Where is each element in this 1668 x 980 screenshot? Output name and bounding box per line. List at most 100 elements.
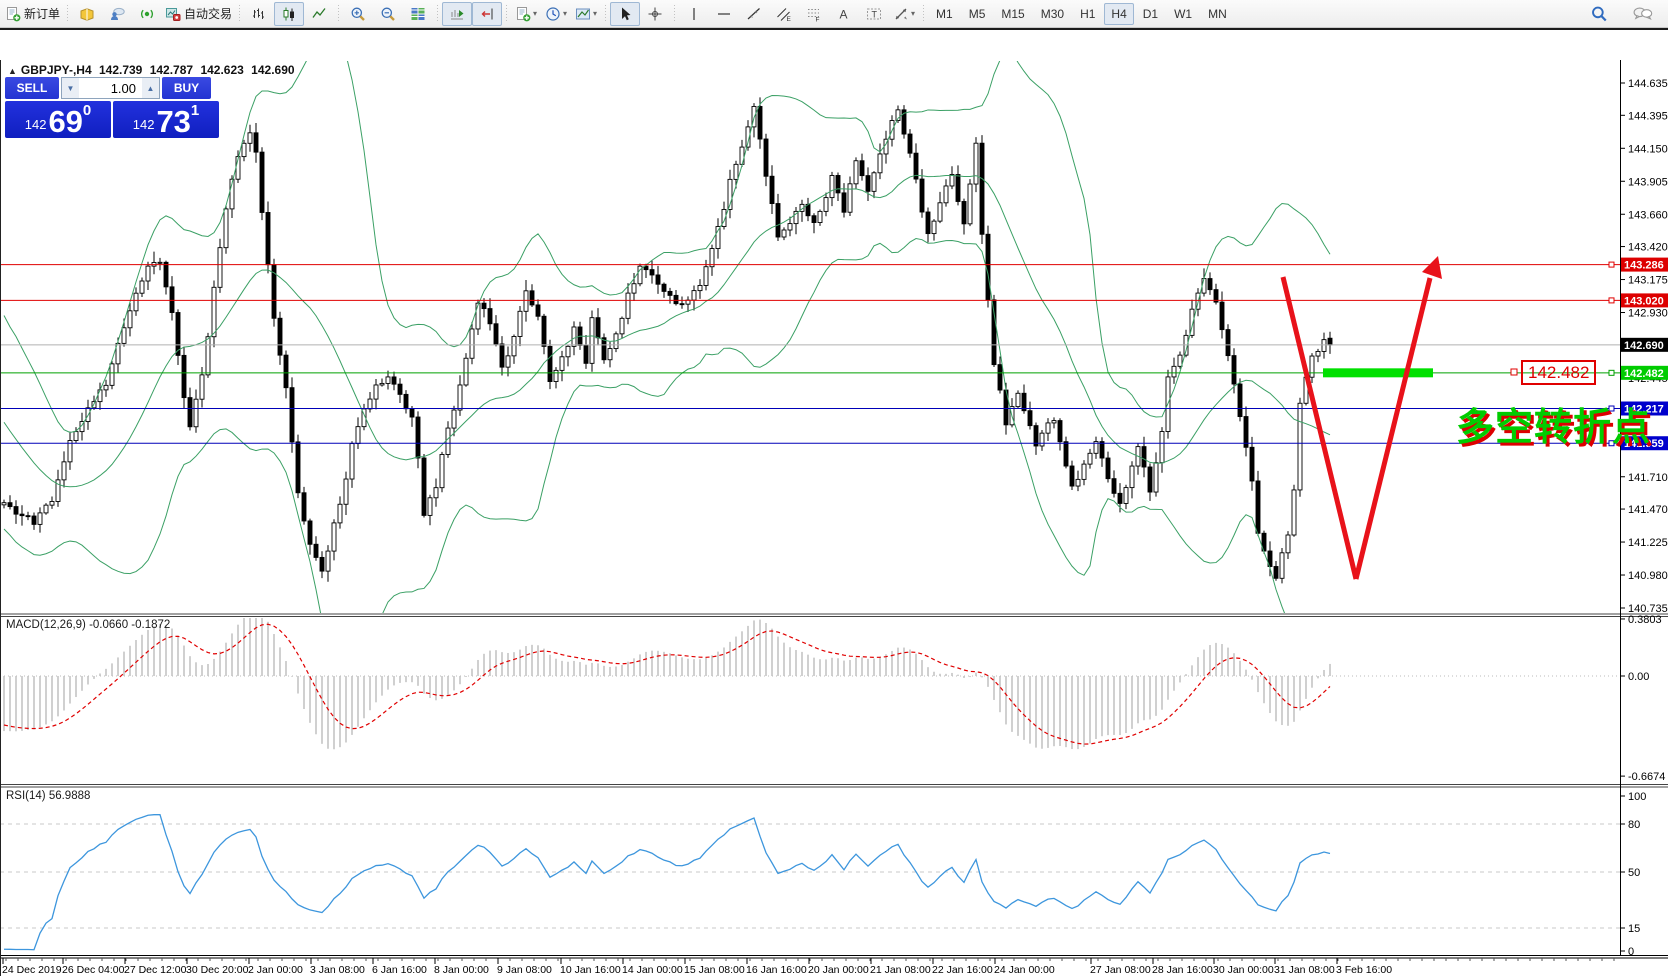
- svg-text:F: F: [816, 16, 820, 22]
- cursor-button[interactable]: [610, 1, 641, 26]
- equidistant-channel-button[interactable]: E: [769, 2, 799, 26]
- line-chart-button[interactable]: [304, 2, 334, 26]
- chart-shift-icon: [481, 8, 493, 19]
- timeframe-d1[interactable]: D1: [1142, 6, 1159, 21]
- time-axis-label: 30 Jan 00:00: [1213, 964, 1274, 976]
- trendline-icon: [747, 7, 760, 19]
- chat-button[interactable]: [1628, 2, 1658, 26]
- timeframe-h1[interactable]: H1: [1080, 6, 1096, 21]
- rsi-axis-label: 100: [1628, 791, 1646, 803]
- buy-button[interactable]: BUY: [162, 77, 211, 99]
- collapse-panel-icon[interactable]: ▲: [8, 66, 17, 76]
- price-badge-value: 141.959: [1624, 438, 1664, 450]
- bar-chart-button[interactable]: [244, 2, 274, 26]
- text-icon: A: [840, 7, 848, 21]
- toolbar-grip: [336, 4, 341, 23]
- tile-windows-button[interactable]: [403, 2, 433, 26]
- macd-axis-label: 0.3803: [1628, 614, 1662, 626]
- turning-point-annotation[interactable]: 多空转折点: [1456, 407, 1652, 449]
- periods-button[interactable]: ▾: [541, 2, 571, 26]
- journal-icon: [80, 7, 94, 21]
- cursor-icon: [622, 7, 631, 20]
- journal-button[interactable]: [72, 2, 102, 26]
- time-axis-label: 6 Jan 16:00: [372, 964, 427, 976]
- timeframe-m30[interactable]: M30: [1040, 6, 1065, 21]
- time-axis-label: 14 Jan 00:00: [622, 964, 683, 976]
- new-order-button[interactable]: 新订单: [2, 2, 63, 26]
- buy-price-point: 1: [190, 102, 200, 119]
- dropdown-caret-icon: ▾: [911, 9, 916, 18]
- price-badge-value: 142.217: [1624, 404, 1664, 416]
- sell-button[interactable]: SELL: [5, 77, 59, 99]
- horizontal-line-button[interactable]: [709, 2, 739, 26]
- price-badge: [1621, 401, 1668, 416]
- text-label-button[interactable]: T: [859, 2, 889, 26]
- one-click-trade-panel: SELL ▼ 1.00 ▲ BUY 142 69 0 142 73 1: [5, 77, 223, 138]
- svg-text:E: E: [787, 16, 792, 22]
- macd-axis-label: -0.6674: [1628, 771, 1665, 783]
- volume-input[interactable]: 1.00: [110, 80, 136, 96]
- time-axis-label: 16 Jan 16:00: [746, 964, 807, 976]
- crosshair-button[interactable]: [640, 2, 670, 26]
- price-axis-label: 141.225: [1628, 537, 1668, 549]
- toolbar-grip: [237, 4, 242, 23]
- price-badge: [1621, 436, 1668, 451]
- templates-button[interactable]: ▾: [571, 2, 601, 26]
- time-axis-label: 27 Dec 12:00: [124, 964, 187, 976]
- chart-window: 144.635 144.395 144.150 143.905 143.660 143.4…: [0, 28, 1668, 980]
- ohlc-low: 142.623: [200, 63, 244, 77]
- volume-increase-button[interactable]: ▲: [142, 78, 159, 98]
- timeframe-m5[interactable]: M5: [968, 6, 986, 21]
- fibonacci-icon: F: [808, 8, 820, 22]
- text-button[interactable]: A: [829, 2, 859, 26]
- price-axis-label: 140.735: [1628, 603, 1668, 615]
- buy-price-display[interactable]: 142 73 1: [113, 101, 219, 138]
- timeframe-group: M1 M5 M15 M30 H1 H4 D1 W1 MN: [928, 2, 1235, 25]
- toolbar-grip: [603, 4, 608, 23]
- indicators-button[interactable]: ▾: [511, 2, 541, 26]
- timeframe-mn[interactable]: MN: [1208, 6, 1227, 21]
- time-axis-label: 31 Jan 08:00: [1274, 964, 1335, 976]
- vertical-line-button[interactable]: [679, 2, 709, 26]
- signals-button[interactable]: [132, 2, 162, 26]
- price-axis-label: 143.420: [1628, 242, 1668, 254]
- time-axis-label: 26 Dec 04:00: [62, 964, 125, 976]
- shapes-button[interactable]: ▾: [889, 2, 919, 26]
- toolbar-grip: [921, 4, 926, 23]
- timeframe-m15[interactable]: M15: [1001, 6, 1025, 21]
- main-chart[interactable]: 144.635 144.395 144.150 143.905 143.660 143.4…: [0, 58, 1668, 980]
- time-axis-label: 21 Jan 08:00: [870, 964, 931, 976]
- trend-arrow-head: [1422, 256, 1442, 279]
- tile-windows-icon: [411, 7, 425, 20]
- price-axis-label: 144.635: [1628, 78, 1668, 90]
- candlestick-chart-button[interactable]: [274, 1, 305, 26]
- accounts-button[interactable]: [102, 2, 132, 26]
- auto-trading-button[interactable]: 自动交易: [162, 2, 235, 26]
- toolbar-grip: [65, 4, 70, 23]
- price-note-box[interactable]: 142.482: [1521, 360, 1597, 385]
- volume-decrease-button[interactable]: ▼: [62, 78, 79, 98]
- zoom-in-button[interactable]: [343, 2, 373, 26]
- fibonacci-button[interactable]: F: [799, 2, 829, 26]
- zoom-out-button[interactable]: [373, 2, 403, 26]
- chat-icon: [1633, 7, 1653, 20]
- trendline-button[interactable]: [739, 2, 769, 26]
- auto-scroll-button[interactable]: [442, 1, 473, 26]
- timeframe-m1[interactable]: M1: [936, 6, 953, 21]
- svg-text:A: A: [840, 7, 848, 21]
- time-axis-label: 30 Dec 20:00: [186, 964, 249, 976]
- timeframe-w1[interactable]: W1: [1174, 6, 1193, 21]
- volume-spinner: ▼ 1.00 ▲: [61, 77, 160, 99]
- time-axis-label: 3 Jan 08:00: [310, 964, 365, 976]
- search-button[interactable]: [1584, 2, 1614, 26]
- bar-chart-icon: [253, 8, 265, 19]
- trend-arrow-up: [1353, 277, 1433, 580]
- auto-trading-icon: [166, 7, 181, 21]
- zoom-in-icon: [351, 7, 365, 21]
- price-badge-value: 143.020: [1624, 295, 1664, 307]
- timeframe-h4[interactable]: H4: [1104, 2, 1134, 25]
- sell-price-display[interactable]: 142 69 0: [5, 101, 111, 138]
- trend-arrow-down: [1280, 276, 1359, 580]
- vertical-line-icon: [693, 7, 695, 20]
- chart-shift-button[interactable]: [472, 1, 503, 26]
